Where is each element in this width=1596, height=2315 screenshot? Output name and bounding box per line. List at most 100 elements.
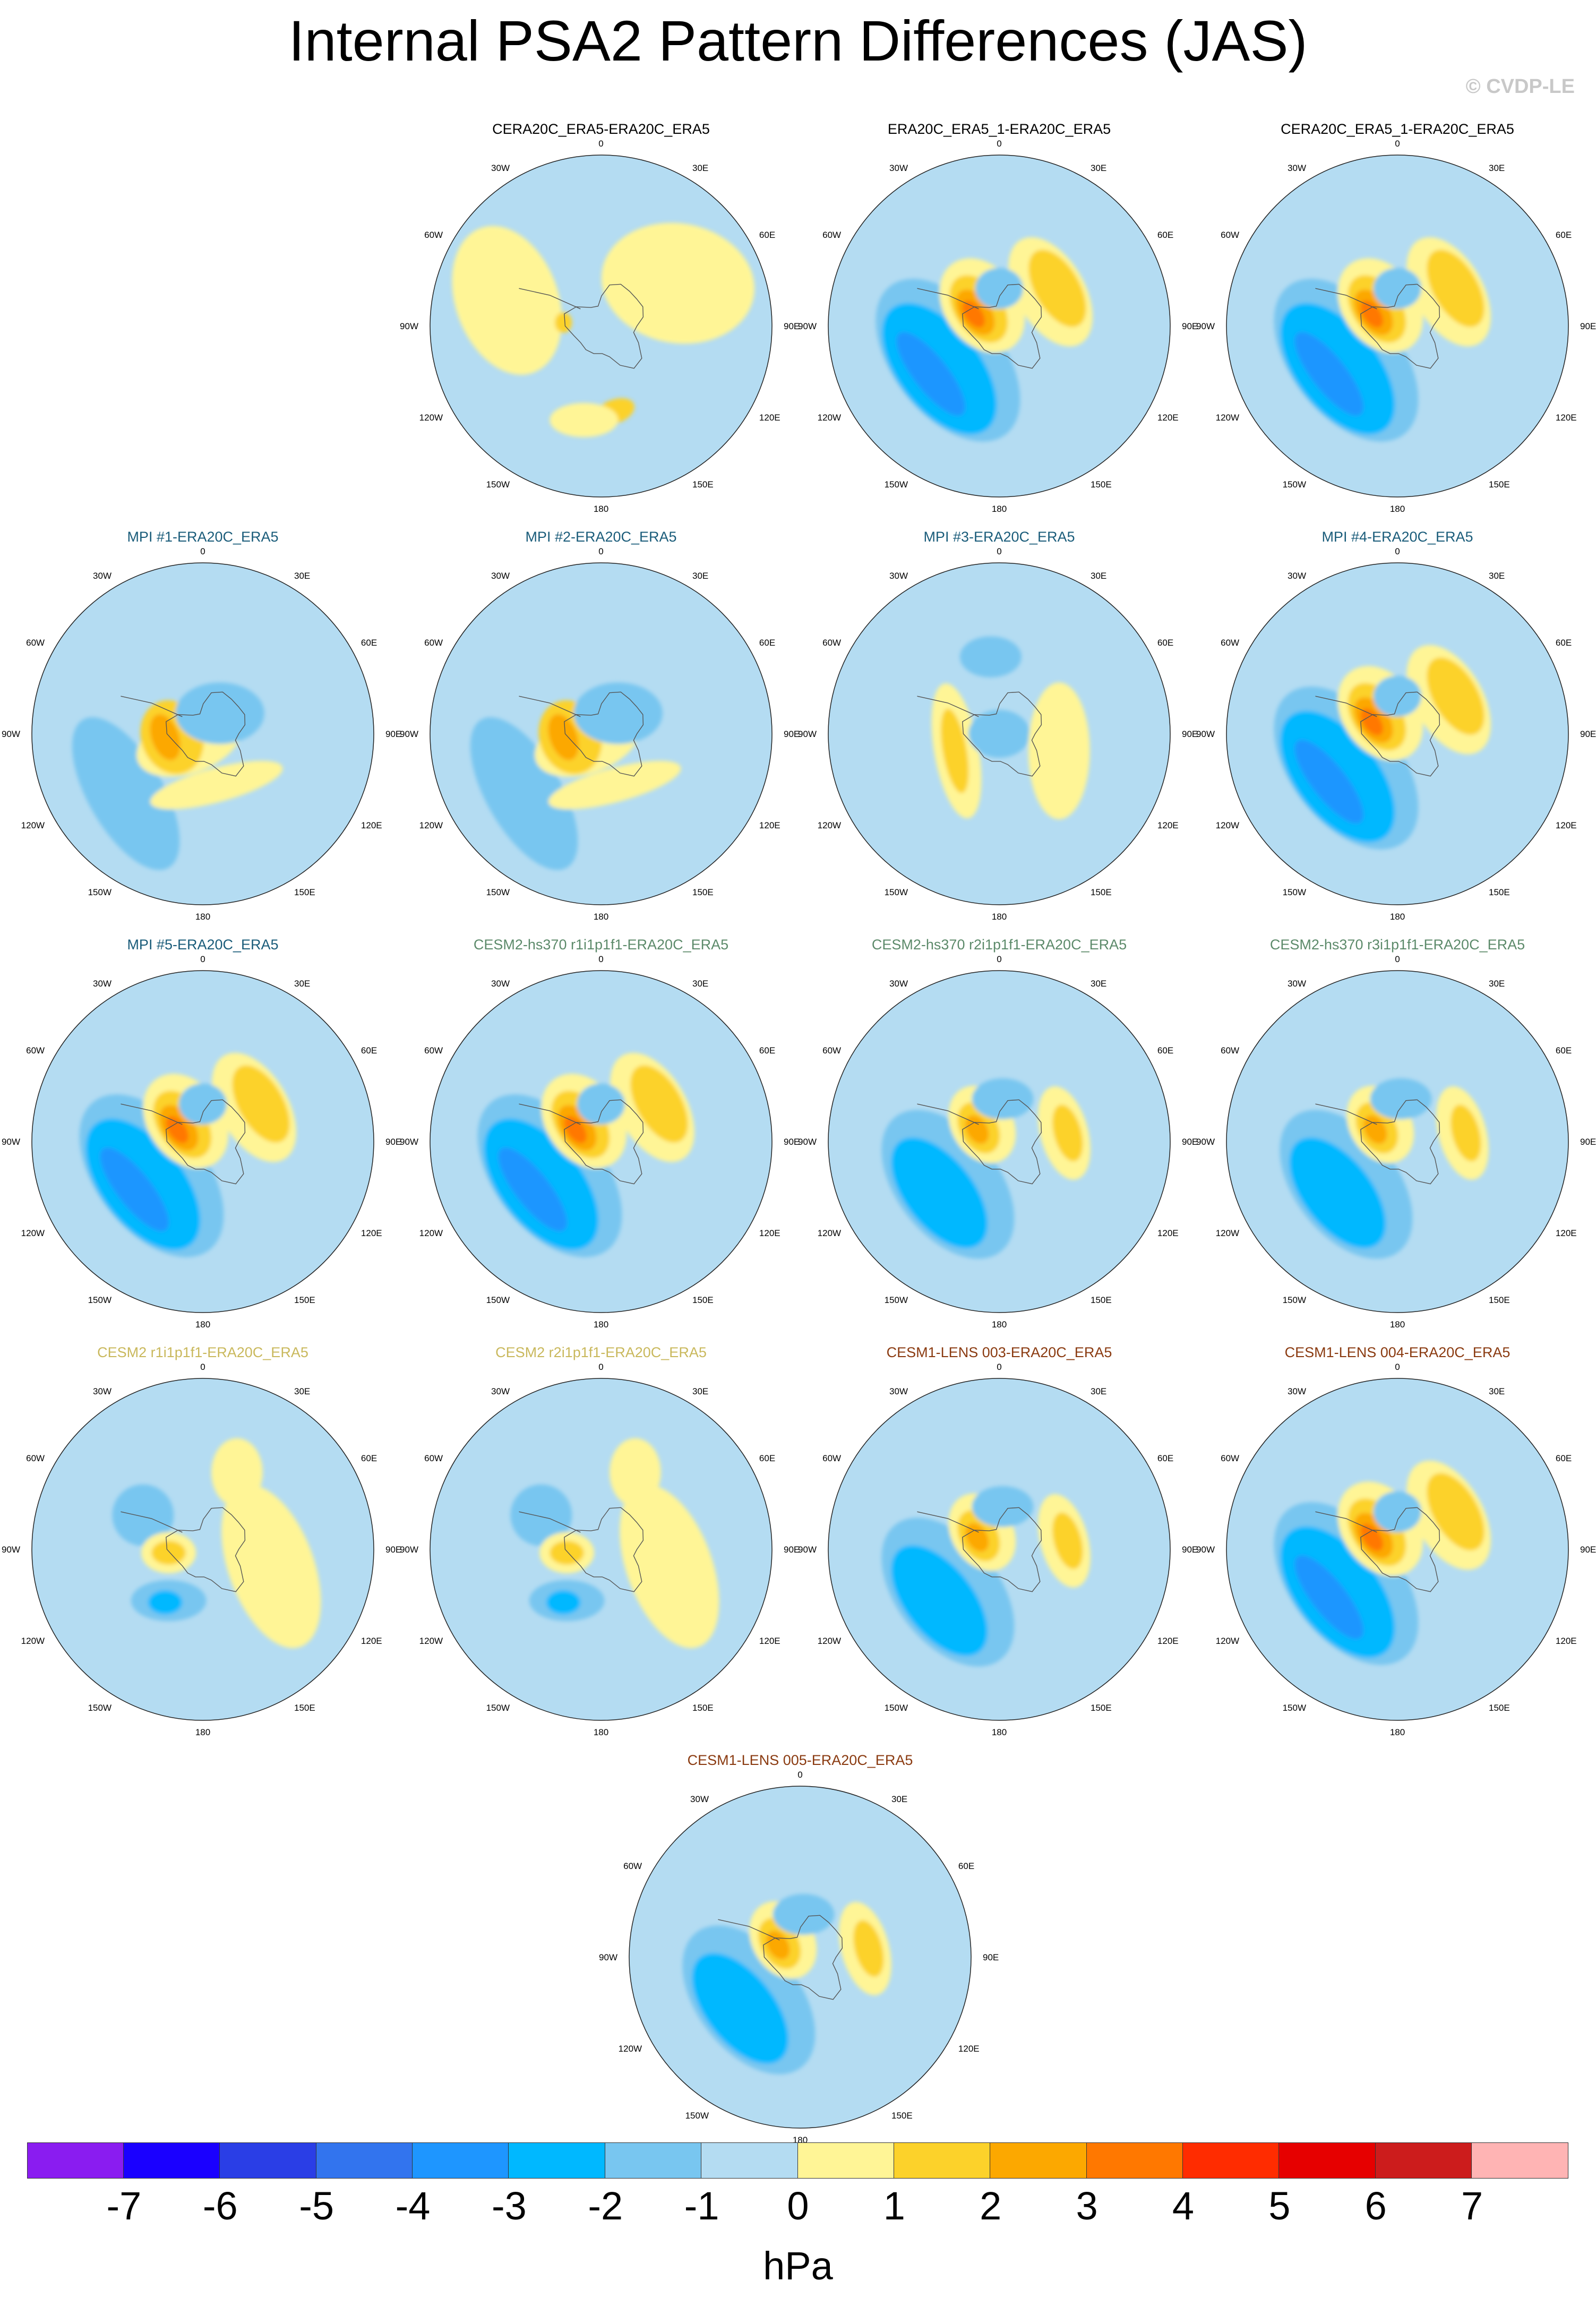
longitude-label: 90W: [2, 1545, 20, 1555]
longitude-label: 180: [195, 1319, 210, 1330]
longitude-label: 30E: [692, 163, 708, 173]
longitude-label: 120W: [21, 1636, 45, 1646]
page-title: Internal PSA2 Pattern Differences (JAS): [288, 8, 1308, 73]
contour-region: [221, 1485, 321, 1648]
longitude-label: 120W: [1216, 413, 1239, 423]
longitude-label: 30W: [1288, 979, 1306, 989]
colorbar-swatch: [315, 2142, 413, 2179]
longitude-label: 0: [200, 546, 205, 556]
longitude-label: 30W: [889, 979, 908, 989]
longitude-label: 150E: [1091, 887, 1112, 897]
colorbar-swatch: [508, 2142, 606, 2179]
contour-region: [577, 1083, 625, 1125]
colorbar-swatch: [1471, 2142, 1568, 2179]
longitude-label: 120E: [1556, 820, 1577, 830]
longitude-label: 0: [1395, 954, 1400, 964]
longitude-label: 30E: [1091, 1386, 1106, 1396]
longitude-label: 30E: [1489, 571, 1505, 581]
colorbar-swatch: [990, 2142, 1087, 2179]
longitude-label: 60E: [759, 638, 775, 648]
longitude-label: 60E: [759, 1453, 775, 1463]
longitude-label: 0: [1395, 546, 1400, 556]
contour-region: [555, 312, 572, 333]
longitude-label: 180: [1390, 1319, 1405, 1330]
coastline: [121, 696, 183, 717]
coastline: [519, 696, 581, 717]
longitude-label: 120W: [1216, 820, 1239, 830]
map-panel: ERA20C_ERA5_1-ERA20C_ERA5 0 30E 60E 90E 120E 1…: [798, 121, 1198, 514]
longitude-label: 90E: [784, 1137, 800, 1147]
longitude-label: 30W: [491, 571, 510, 581]
colorbar-tick-label: 1: [883, 2184, 905, 2228]
contour-region: [972, 1078, 1034, 1120]
contour-region: [112, 1484, 174, 1546]
longitude-label: 120E: [759, 413, 780, 423]
panel-title: CESM1-LENS 003-ERA20C_ERA5: [887, 1344, 1112, 1360]
contour-region: [962, 300, 985, 328]
longitude-label: 60E: [1157, 638, 1173, 648]
contour-region: [100, 1147, 169, 1231]
contour-region: [891, 1545, 988, 1656]
longitude-label: 0: [598, 546, 603, 556]
contour-region: [891, 1137, 988, 1248]
contour-region: [1370, 1078, 1432, 1120]
longitude-label: 120E: [759, 1228, 780, 1238]
longitude-label: 0: [997, 139, 1001, 149]
colorbar-tick-label: 7: [1461, 2184, 1483, 2228]
coastline: [917, 696, 979, 717]
map-background-field: [430, 1378, 772, 1720]
colorbar-tick-label: -5: [299, 2184, 334, 2228]
longitude-label: 30W: [690, 1794, 709, 1804]
longitude-label: 120E: [361, 1636, 382, 1646]
panel-title: CESM2 r1i1p1f1-ERA20C_ERA5: [97, 1344, 308, 1360]
longitude-label: 30E: [692, 979, 708, 989]
longitude-label: 60E: [1556, 1453, 1572, 1463]
colorbar-swatch: [219, 2142, 317, 2179]
map-background-field: [32, 1378, 374, 1720]
longitude-label: 30E: [294, 1386, 310, 1396]
longitude-label: 60W: [424, 1045, 443, 1056]
longitude-label: 120W: [1216, 1636, 1239, 1646]
longitude-label: 120W: [419, 1228, 443, 1238]
map-panel: CERA20C_ERA5_1-ERA20C_ERA5 0 30E 60E 90E 120E…: [1196, 121, 1596, 514]
contour-region: [1289, 1137, 1386, 1248]
colorbar-tick-label: 6: [1365, 2184, 1387, 2228]
longitude-label: 120W: [818, 413, 841, 423]
contour-region: [178, 1083, 227, 1125]
longitude-label: 0: [997, 954, 1001, 964]
colorbar: [27, 2142, 1568, 2179]
longitude-label: 60W: [822, 638, 841, 648]
longitude-label: 30W: [491, 163, 510, 173]
longitude-label: 150E: [1489, 1703, 1510, 1713]
longitude-label: 150W: [685, 2111, 709, 2121]
longitude-label: 150W: [885, 1295, 908, 1305]
longitude-label: 120W: [619, 2044, 642, 2054]
colorbar-tick-label: -2: [588, 2184, 623, 2228]
longitude-label: 180: [594, 1319, 608, 1330]
contour-region: [692, 1953, 789, 2064]
longitude-label: 180: [594, 504, 608, 514]
longitude-label: 90W: [2, 729, 20, 739]
longitude-label: 150E: [1489, 479, 1510, 490]
longitude-label: 30E: [1091, 163, 1106, 173]
colorbar-swatch: [1182, 2142, 1280, 2179]
longitude-label: 150E: [1489, 887, 1510, 897]
longitude-label: 30W: [889, 571, 908, 581]
longitude-label: 120E: [1157, 413, 1179, 423]
longitude-label: 150E: [294, 887, 315, 897]
longitude-label: 60W: [424, 1453, 443, 1463]
longitude-label: 90W: [798, 321, 817, 331]
longitude-label: 30W: [1288, 571, 1306, 581]
map-border: [828, 970, 1171, 1313]
longitude-label: 150E: [692, 1295, 714, 1305]
colorbar-tick-label: -4: [395, 2184, 431, 2228]
longitude-label: 180: [594, 912, 608, 922]
longitude-label: 60E: [1157, 230, 1173, 240]
contour-region: [773, 1893, 835, 1935]
contour-region: [550, 1540, 584, 1565]
longitude-label: 90E: [1182, 321, 1198, 331]
contour-region: [470, 717, 578, 870]
